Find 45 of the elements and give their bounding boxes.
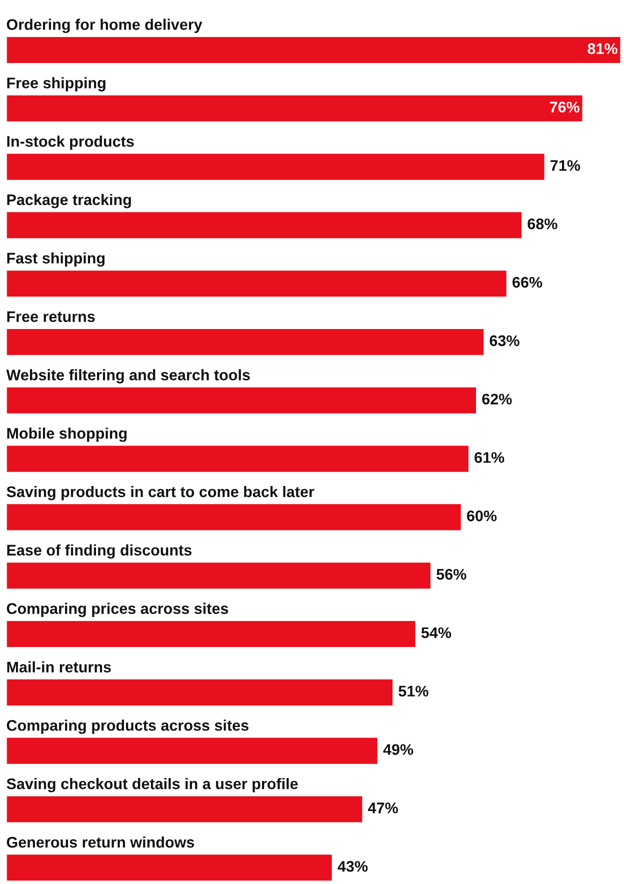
data-label: 68% — [528, 218, 558, 230]
y-tick-label: Mail-in returns — [7, 661, 111, 672]
bar — [6, 36, 621, 64]
y-tick-label: Saving products in cart to come back later — [6, 486, 314, 500]
y-tick-label: Free shipping — [7, 77, 106, 92]
data-label: 76% — [550, 102, 580, 112]
y-tick-label: Website filtering and search tools — [6, 369, 250, 384]
bar — [6, 444, 470, 474]
bar — [6, 269, 508, 298]
bar — [6, 386, 478, 415]
data-label: 56% — [436, 568, 466, 580]
data-label: 49% — [383, 744, 414, 755]
data-label: 63% — [490, 335, 520, 346]
y-tick-label: Saving checkout details in a user profile — [6, 778, 298, 792]
y-tick-label: Fast shipping — [7, 252, 105, 267]
bar — [6, 853, 334, 882]
y-tick-label: Comparing products across sites — [6, 720, 248, 734]
data-label: 71% — [550, 160, 580, 171]
bar — [6, 794, 364, 824]
bar — [6, 152, 546, 182]
y-tick-label: Comparing prices across sites — [6, 602, 228, 618]
data-label: 51% — [398, 686, 428, 697]
bar — [6, 328, 485, 356]
bar — [6, 561, 432, 590]
y-tick-label: Free returns — [7, 311, 95, 322]
data-label: 60% — [467, 510, 497, 522]
bar — [6, 620, 417, 648]
data-label: 43% — [338, 860, 368, 872]
y-tick-label: Package tracking — [7, 194, 131, 208]
data-label: 47% — [368, 802, 398, 814]
y-tick-label: Ease of finding discounts — [7, 544, 192, 559]
bar — [6, 736, 379, 766]
data-label: 61% — [474, 452, 504, 463]
bar — [6, 210, 523, 240]
bar — [6, 502, 462, 532]
data-label: 66% — [512, 276, 542, 288]
data-label: 54% — [421, 627, 452, 638]
y-tick-label: Mobile shopping — [7, 428, 127, 442]
y-tick-label: Ordering for home delivery — [6, 18, 202, 34]
y-tick-label: Generous return windows — [6, 836, 194, 848]
data-label: 81% — [588, 43, 618, 54]
y-tick-label: In-stock products — [7, 136, 134, 150]
bar — [6, 678, 394, 707]
data-label: 62% — [482, 394, 512, 405]
bar — [6, 94, 584, 123]
